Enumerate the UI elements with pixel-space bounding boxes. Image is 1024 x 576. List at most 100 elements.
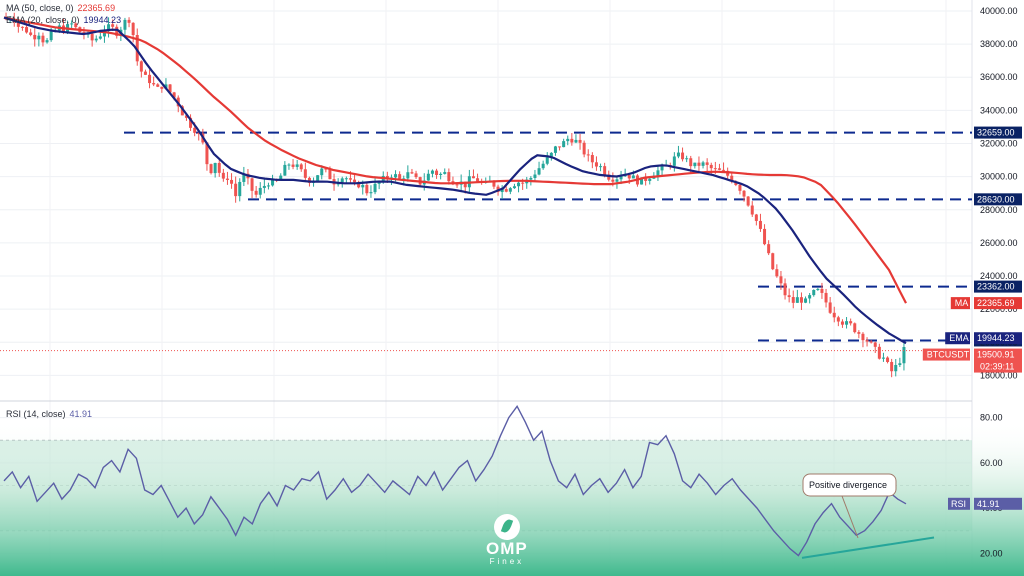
candle-body <box>37 35 41 40</box>
candle-body <box>549 152 553 158</box>
candle-body <box>722 169 726 171</box>
price-tick-label: 26000.00 <box>980 238 1018 248</box>
rsi-tag-value: 41.91 <box>977 499 1000 509</box>
candle-body <box>693 162 697 167</box>
candle-body <box>754 214 758 221</box>
candle-body <box>541 163 545 169</box>
candle-body <box>701 162 705 166</box>
rsi-tick-label: 80.00 <box>980 413 1003 423</box>
candle-body <box>90 33 94 41</box>
candle-body <box>644 177 648 181</box>
candle-body <box>640 177 644 185</box>
candle-body <box>406 172 410 179</box>
rsi-tag-name: RSI <box>951 499 966 509</box>
candle-body <box>340 178 344 183</box>
rsi-tag-value-box <box>974 497 1022 510</box>
candle-body <box>193 127 197 133</box>
candle-body <box>599 166 603 168</box>
candle-body <box>771 253 775 270</box>
candle-body <box>750 205 754 215</box>
candle-body <box>353 179 357 183</box>
candle-body <box>148 74 152 84</box>
ma-legend[interactable]: MA (50, close, 0) 22365.69 <box>6 3 115 13</box>
candle-body <box>131 22 135 35</box>
candle-body <box>787 295 791 298</box>
candle-body <box>41 35 45 43</box>
annotation-pointer <box>841 495 859 539</box>
candle-body <box>492 181 496 187</box>
candle-body <box>344 178 348 180</box>
candle-body <box>783 283 787 296</box>
candle-body <box>20 26 24 28</box>
candle-body <box>45 40 49 43</box>
candle-body <box>102 31 106 37</box>
candle-body <box>746 196 750 206</box>
ma-line <box>3 16 907 304</box>
candle-body <box>853 323 857 333</box>
candle-body <box>123 19 127 30</box>
rsi-line <box>3 404 907 557</box>
tag-value-box <box>974 348 1022 373</box>
candle-body <box>537 168 541 175</box>
candle-body <box>881 357 885 359</box>
candle-body <box>209 164 213 174</box>
candle-body <box>189 117 193 128</box>
price-tags: MA 22365.69 EMA 19944.23 BTCUSDT 19500.91 02:3… <box>922 297 1022 373</box>
candle-body <box>824 292 828 303</box>
candle-body <box>266 185 270 187</box>
candle-body <box>619 176 623 180</box>
candle-body <box>107 24 111 32</box>
level-tag-label: 28630.00 <box>977 194 1015 204</box>
candle-body <box>348 178 352 180</box>
candle-body <box>303 169 307 178</box>
candle-body <box>865 340 869 342</box>
candle-body <box>320 168 324 176</box>
candle-body <box>517 182 521 187</box>
candle-body <box>685 158 689 160</box>
candle-body <box>135 34 139 62</box>
rsi-tick-label: 60.00 <box>980 458 1003 468</box>
candle-body <box>271 179 275 186</box>
candle-body <box>849 321 853 324</box>
candle-body <box>890 361 894 372</box>
candle-body <box>582 142 586 155</box>
candle-body <box>307 177 311 183</box>
logo-wordmark: OMP <box>486 539 528 558</box>
rsi-legend[interactable]: RSI (14, close) 41.91 <box>6 409 92 419</box>
candle-body <box>435 170 439 175</box>
candle-body <box>566 138 570 142</box>
candle-body <box>558 146 562 148</box>
candle-body <box>225 178 229 180</box>
candle-body <box>29 32 33 35</box>
candle-body <box>439 173 443 175</box>
rsi-tick-label: 20.00 <box>980 548 1003 558</box>
candle-body <box>799 297 803 303</box>
candle-body <box>607 174 611 180</box>
candle-body <box>410 172 414 174</box>
candle-body <box>463 181 467 188</box>
tag-name: MA <box>955 298 969 308</box>
candle-body <box>365 184 369 194</box>
candle-body <box>779 276 783 284</box>
candle-body <box>152 83 156 85</box>
candle-body <box>660 165 664 171</box>
price-tick-label: 38000.00 <box>980 39 1018 49</box>
candle-body <box>553 146 557 153</box>
price-tick-label: 28000.00 <box>980 205 1018 215</box>
candle-body <box>357 182 361 188</box>
tag-name-box <box>945 332 970 345</box>
candle-body <box>295 164 299 167</box>
candle-body <box>476 178 480 182</box>
candle-body <box>299 164 303 170</box>
price-tick-label: 24000.00 <box>980 271 1018 281</box>
tag-name: EMA <box>949 333 969 343</box>
candle-body <box>648 178 652 181</box>
price-tick-label: 40000.00 <box>980 6 1018 16</box>
candle-body <box>205 142 209 165</box>
candle-body <box>562 141 566 148</box>
candle-body <box>254 190 258 195</box>
candle-body <box>791 297 795 303</box>
candle-body <box>804 298 808 303</box>
candle-body <box>713 168 717 170</box>
ema-legend[interactable]: EMA (20, close, 0) 19944.23 <box>6 15 121 25</box>
